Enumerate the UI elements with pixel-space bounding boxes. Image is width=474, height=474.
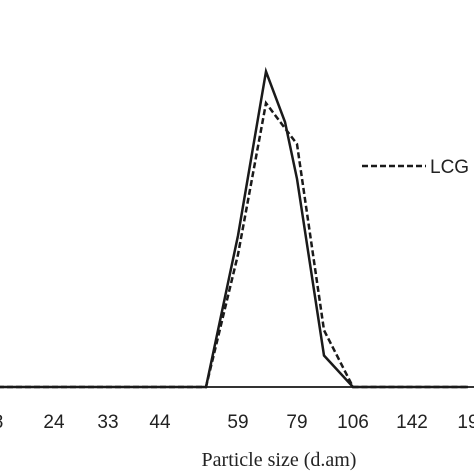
x-tick-label: 44 bbox=[149, 412, 171, 433]
x-tick-label: 8 bbox=[0, 412, 3, 433]
series-line-solid bbox=[0, 66, 468, 389]
x-tick-label: 106 bbox=[337, 412, 369, 433]
legend: LCG bbox=[362, 157, 469, 178]
series-line-lcg bbox=[0, 100, 468, 389]
x-tick-labels: 8 24 33 44 59 79 106 142 19 bbox=[0, 412, 474, 433]
x-axis-title: Particle size (d.am) bbox=[202, 449, 357, 471]
x-tick-label: 59 bbox=[227, 412, 248, 433]
x-tick-label: 33 bbox=[97, 412, 118, 433]
x-tick-label: 24 bbox=[43, 412, 65, 433]
x-tick-label: 142 bbox=[396, 412, 428, 433]
x-tick-label: 79 bbox=[286, 412, 307, 433]
series-lines bbox=[0, 66, 468, 389]
legend-label-lcg: LCG bbox=[430, 157, 469, 178]
x-tick-label: 19 bbox=[457, 412, 474, 433]
